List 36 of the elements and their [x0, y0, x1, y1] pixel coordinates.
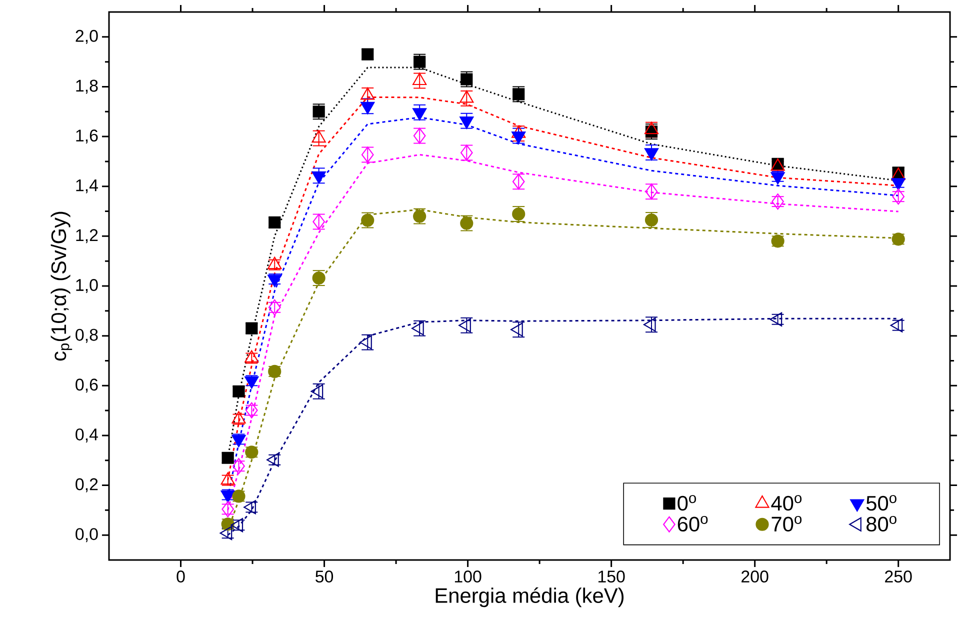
y-tick-label: 0,6: [76, 378, 98, 393]
point: [222, 501, 234, 518]
x-tick-label: 200: [742, 570, 768, 583]
y-tick-label: 0,0: [76, 528, 98, 542]
x-tick-label: 50: [316, 570, 334, 583]
x-tick-label: 100: [454, 570, 482, 583]
legend-label: 70$^{o}$: [772, 516, 802, 532]
legend-label: 60$^{o}$: [678, 516, 708, 532]
point: [268, 216, 281, 229]
legend-label: 50$^{o}$: [866, 495, 896, 511]
x-tick-label: 0: [176, 570, 185, 583]
point: [245, 402, 258, 418]
y-tick-label: 1,8: [76, 80, 98, 94]
legend-label: 0$^{o}$: [678, 495, 696, 511]
y-tick-label: 0,4: [76, 428, 98, 442]
point: [232, 458, 245, 474]
point: [772, 194, 784, 210]
legend-label: 80$^{o}$: [866, 516, 896, 532]
y-tick-label: 1,6: [76, 130, 98, 144]
y-tick-label: 0,8: [76, 328, 98, 343]
y-tick-label: 1,2: [76, 229, 98, 244]
y-tick-label: 1,4: [76, 179, 98, 194]
point: [268, 299, 281, 316]
x-tick-label: 150: [598, 570, 625, 583]
y-tick-label: 1,0: [76, 279, 98, 293]
x-axis-title: Energia média (keV): [436, 587, 624, 608]
legend-label: 40$^{o}$: [771, 495, 802, 511]
y-tick-label: 2,0: [76, 30, 98, 44]
point: [892, 188, 905, 205]
point: [222, 452, 234, 464]
y-tick-label: 0,2: [76, 478, 98, 492]
point: [362, 48, 374, 60]
point: [232, 385, 245, 398]
x-tick-label: 250: [885, 570, 912, 583]
y-axis-title: c$_{p}$(10;α) (Sv/Gy): [50, 212, 72, 361]
point: [246, 322, 258, 334]
